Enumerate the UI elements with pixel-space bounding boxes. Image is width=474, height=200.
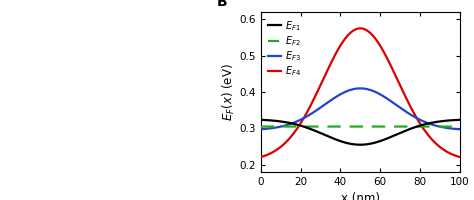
Y-axis label: $E_F(x)$ (eV): $E_F(x)$ (eV) xyxy=(220,63,237,121)
X-axis label: x (nm): x (nm) xyxy=(341,192,380,200)
Text: B: B xyxy=(217,0,228,9)
Legend: $E_{F1}$, $E_{F2}$, $E_{F3}$, $E_{F4}$: $E_{F1}$, $E_{F2}$, $E_{F3}$, $E_{F4}$ xyxy=(265,17,303,80)
